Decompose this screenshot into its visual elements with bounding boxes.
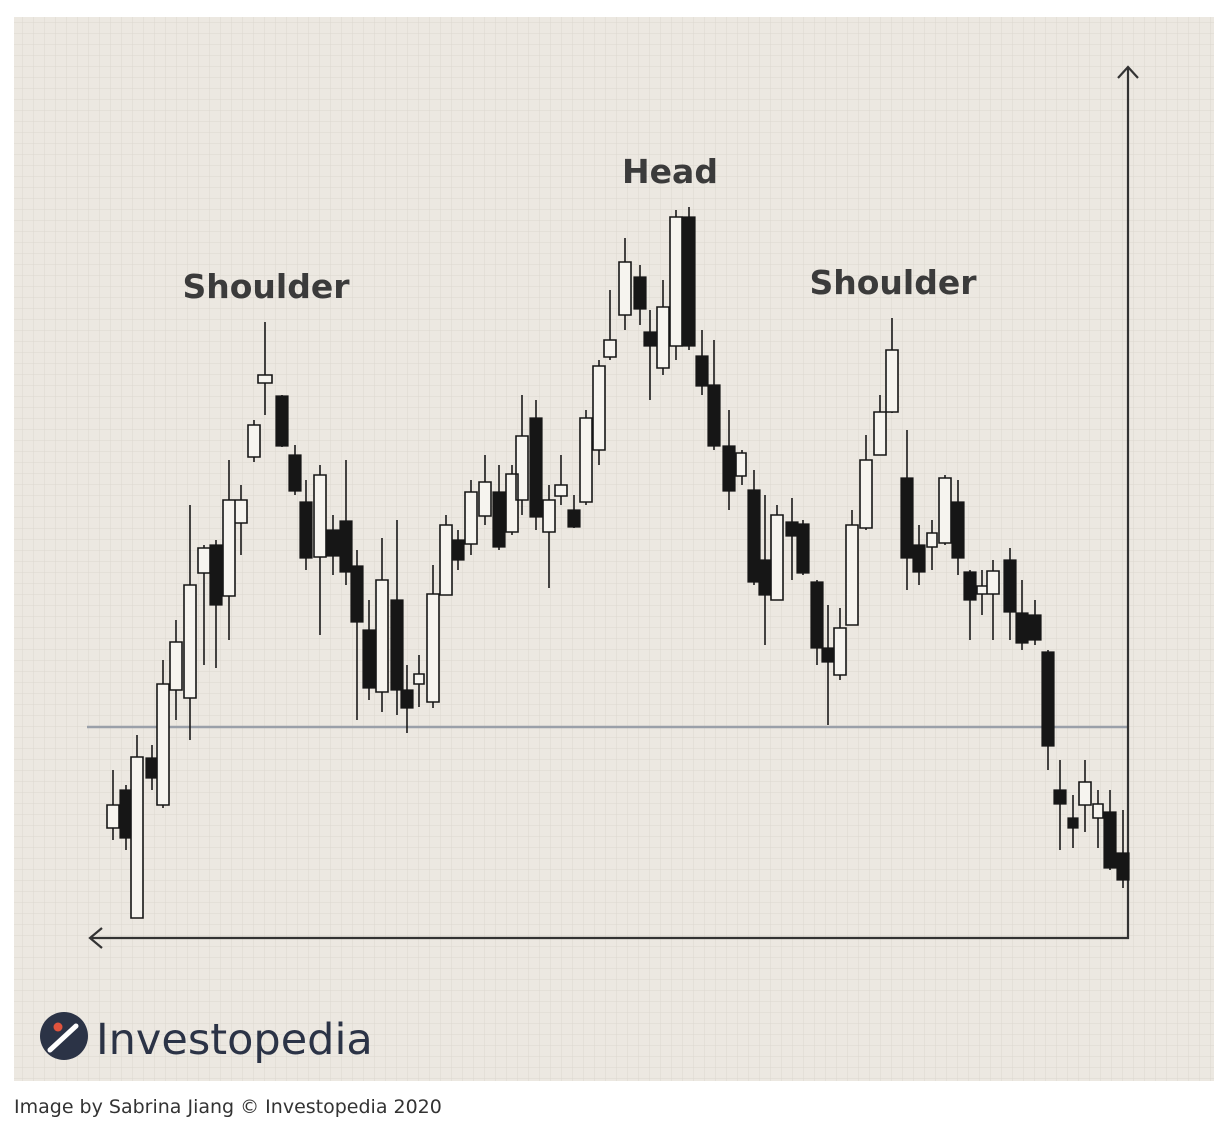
logo: Investopedia — [40, 1012, 373, 1065]
axes — [88, 65, 1139, 949]
caption: Image by Sabrina Jiang © Investopedia 20… — [14, 1096, 442, 1118]
logo-dot — [53, 1022, 63, 1032]
left-shoulder-label: Shoulder — [182, 267, 350, 306]
illustration: Shoulder Head Shoulder Investopedia — [14, 17, 1214, 1081]
arrow-up — [1117, 65, 1139, 79]
axis-lines — [92, 68, 1130, 940]
logo-stroke — [47, 1023, 79, 1053]
arrow-left — [88, 927, 103, 949]
right-shoulder-label: Shoulder — [809, 263, 977, 302]
logo-text: Investopedia — [96, 1015, 373, 1065]
head-label: Head — [622, 152, 718, 191]
grid — [14, 17, 1214, 1081]
bullish-bodies — [106, 216, 1104, 919]
